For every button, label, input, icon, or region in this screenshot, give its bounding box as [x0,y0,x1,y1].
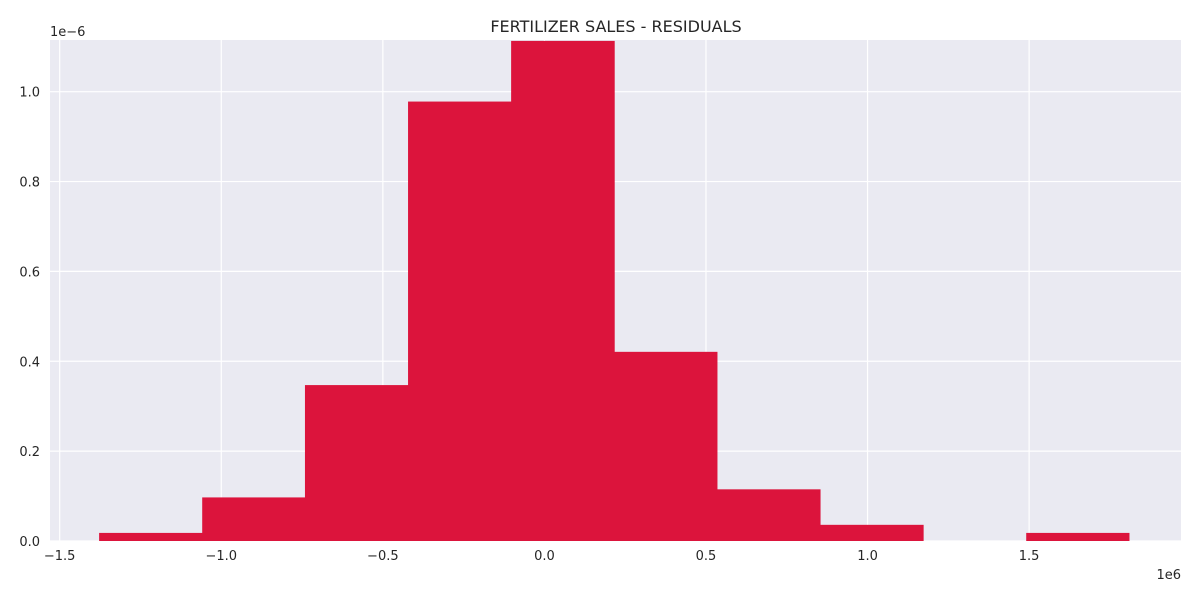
histogram-bar-7 [820,524,924,541]
x-axis-offset-label: 1e6 [1156,568,1181,583]
x-tick-label: 1.0 [857,549,878,564]
x-tick-label: 0.0 [534,549,555,564]
x-axis-ticks: −1.5 −1.0 −0.5 0.0 0.5 1.0 1.5 [44,549,1040,564]
x-tick-label: 0.5 [696,549,717,564]
histogram-bar-4 [511,40,615,542]
y-tick-label: 0.2 [19,445,40,460]
x-tick-label: −0.5 [367,549,399,564]
y-tick-label: 0.8 [19,176,40,191]
y-tick-label: 0.0 [19,535,40,550]
x-tick-label: −1.0 [205,549,237,564]
histogram-bar-5 [614,351,718,541]
chart-title: FERTILIZER SALES - RESIDUALS [490,17,741,36]
histogram-bar-6 [716,489,821,541]
histogram-bar-1 [202,497,306,541]
histogram-bar-0 [99,532,203,541]
y-tick-label: 0.6 [19,265,40,280]
x-tick-label: −1.5 [44,549,76,564]
histogram-bar-3 [408,101,512,541]
histogram-bars [99,40,1130,542]
histogram-bar-9 [1026,532,1130,541]
histogram-bar-2 [304,385,409,541]
y-axis-ticks: 0.0 0.2 0.4 0.6 0.8 1.0 [19,86,40,550]
y-tick-label: 1.0 [19,86,40,101]
y-tick-label: 0.4 [19,355,40,370]
x-tick-label: 1.5 [1019,549,1040,564]
y-axis-offset-label: 1e−6 [50,25,85,40]
